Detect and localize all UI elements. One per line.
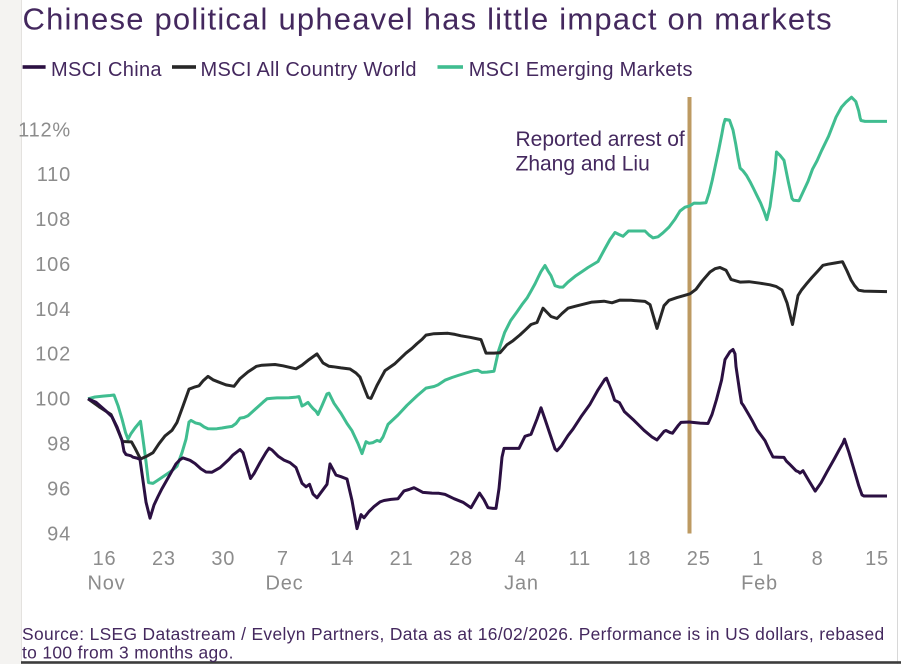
svg-text:98: 98 xyxy=(47,434,71,456)
svg-text:MSCI Emerging Markets: MSCI Emerging Markets xyxy=(469,59,693,81)
svg-text:100: 100 xyxy=(35,389,71,411)
svg-text:28: 28 xyxy=(449,548,473,570)
svg-text:94: 94 xyxy=(47,523,71,545)
svg-text:112%: 112% xyxy=(18,119,71,141)
svg-text:108: 108 xyxy=(35,209,71,231)
svg-text:Feb: Feb xyxy=(741,573,778,595)
svg-text:18: 18 xyxy=(627,548,651,570)
svg-text:102: 102 xyxy=(35,344,71,366)
svg-text:21: 21 xyxy=(390,548,414,570)
svg-text:Chinese political upheavel has: Chinese political upheavel has little im… xyxy=(23,1,833,36)
svg-text:23: 23 xyxy=(152,548,176,570)
svg-text:96: 96 xyxy=(47,478,71,500)
svg-text:11: 11 xyxy=(569,548,591,570)
svg-text:Dec: Dec xyxy=(266,573,304,595)
svg-text:Zhang and Liu: Zhang and Liu xyxy=(516,153,650,176)
svg-text:8: 8 xyxy=(812,548,824,570)
svg-text:30: 30 xyxy=(211,548,235,570)
svg-text:7: 7 xyxy=(277,548,289,570)
svg-text:1: 1 xyxy=(752,548,764,570)
svg-text:to 100 from 3 months ago.: to 100 from 3 months ago. xyxy=(22,643,234,663)
svg-text:4: 4 xyxy=(515,548,527,570)
svg-text:106: 106 xyxy=(35,254,71,276)
svg-text:15: 15 xyxy=(865,548,889,570)
svg-text:14: 14 xyxy=(330,548,354,570)
svg-text:Source: LSEG Datastream / Evel: Source: LSEG Datastream / Evelyn Partner… xyxy=(22,624,885,644)
svg-text:Nov: Nov xyxy=(88,573,126,595)
svg-text:MSCI All Country World: MSCI All Country World xyxy=(201,59,417,81)
svg-text:Reported arrest of: Reported arrest of xyxy=(516,128,685,151)
svg-text:104: 104 xyxy=(35,299,71,321)
svg-text:Jan: Jan xyxy=(504,573,539,595)
svg-text:16: 16 xyxy=(93,548,117,570)
svg-text:110: 110 xyxy=(37,164,71,186)
svg-text:25: 25 xyxy=(687,548,711,570)
svg-text:MSCI China: MSCI China xyxy=(51,59,162,81)
